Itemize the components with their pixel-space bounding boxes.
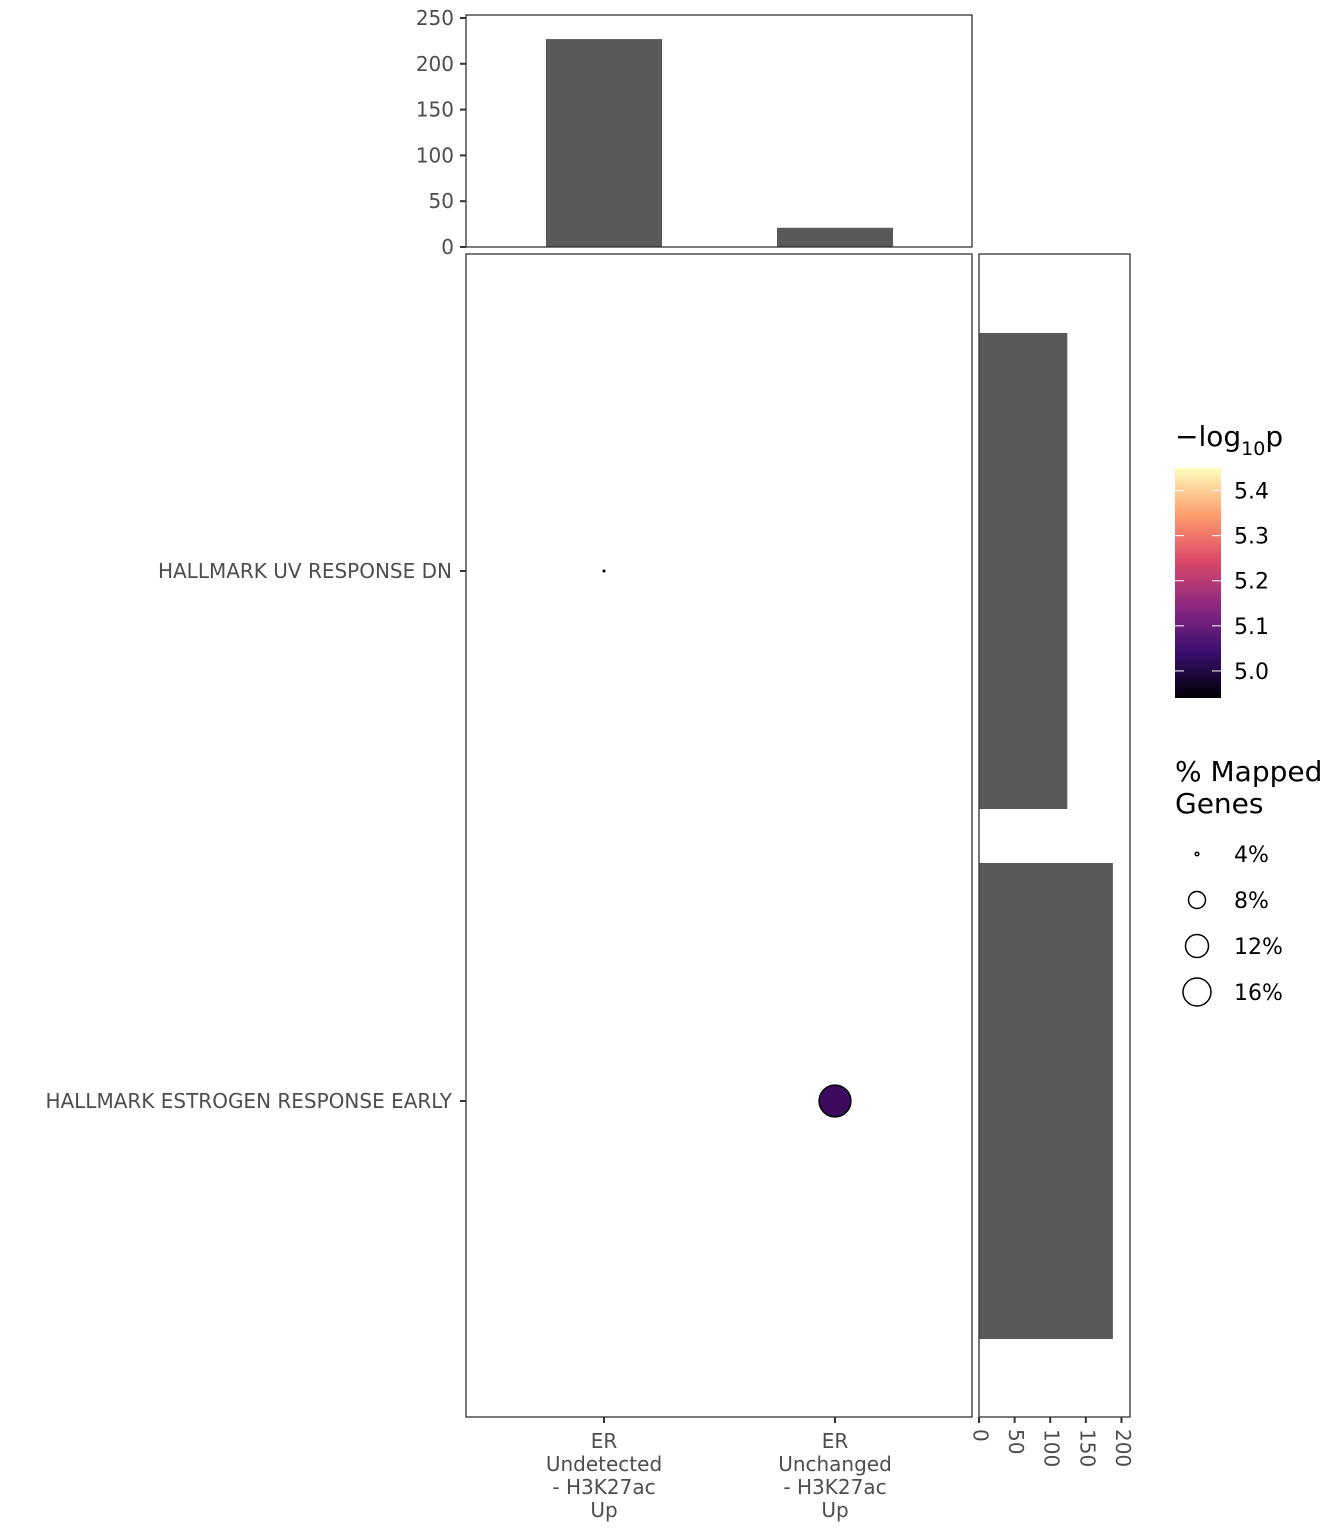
size-legend: % Mapped Genes 4% 8% 12% 16% [1175,755,1322,1007]
right-x-tick-label-0: 0 [969,1429,993,1442]
color-tick-label-0: 5.0 [1234,660,1269,685]
x-tick-label-1-2: - H3K27ac [783,1475,886,1499]
color-tick-label-1: 5.1 [1234,615,1269,640]
x-tick-label-0-1: Undetected [546,1452,662,1476]
size-legend-title-line2: Genes [1175,787,1263,820]
x-tick-label-0-0: ER [591,1429,618,1453]
dot-plot-panel: HALLMARK UV RESPONSE DN HALLMARK ESTROGEN… [45,253,973,1522]
size-legend-title-line1: % Mapped [1175,755,1322,788]
color-legend-title: −log10p [1175,420,1283,460]
color-tick-label-4: 5.4 [1234,480,1269,505]
dot-1 [818,1084,852,1118]
size-key-1 [1187,890,1207,910]
top-bar-0 [546,39,662,248]
x-tick-label-0-2: - H3K27ac [552,1475,655,1499]
size-key-0 [1194,851,1200,857]
top-panel-border [465,14,973,248]
color-bar [1175,468,1221,698]
right-bar-0 [979,333,1068,809]
right-bar-1 [979,863,1113,1339]
y-tick-label-1: HALLMARK ESTROGEN RESPONSE EARLY [45,1089,452,1113]
top-y-tick-label-0: 0 [441,235,454,259]
top-y-tick-label-1: 50 [429,189,454,213]
right-x-tick-label-4: 200 [1111,1429,1135,1467]
right-x-tick-label-3: 150 [1075,1429,1099,1467]
top-bar-1 [777,227,893,247]
color-legend: −log10p 5.0 5.1 5.2 5.3 5.4 [1175,420,1283,698]
color-tick-label-3: 5.3 [1234,525,1269,550]
top-y-tick-label-4: 200 [416,52,454,76]
size-key-2 [1184,933,1210,959]
size-key-label-3: 16% [1234,981,1283,1006]
top-bar-panel: 0 50 100 150 200 250 [416,6,973,259]
right-x-tick-label-1: 50 [1004,1429,1028,1454]
right-bar-panel: 0 50 100 150 200 [969,253,1135,1467]
right-x-tick-label-2: 100 [1040,1429,1064,1467]
size-key-label-1: 8% [1234,889,1269,914]
size-key-3 [1182,977,1212,1007]
dot-0 [602,569,606,573]
size-key-label-0: 4% [1234,843,1269,868]
x-tick-label-1-1: Unchanged [778,1452,892,1476]
main-panel-border [465,253,973,1418]
top-y-tick-label-2: 100 [416,143,454,167]
y-tick-label-0: HALLMARK UV RESPONSE DN [158,559,452,583]
right-panel-border [978,253,1131,1418]
x-tick-label-1-3: Up [821,1498,848,1522]
x-tick-label-0-3: Up [590,1498,617,1522]
color-tick-label-2: 5.2 [1234,570,1269,595]
top-y-tick-label-5: 250 [416,6,454,30]
size-key-label-2: 12% [1234,935,1283,960]
x-tick-label-1-0: ER [822,1429,849,1453]
top-y-tick-label-3: 150 [416,98,454,122]
